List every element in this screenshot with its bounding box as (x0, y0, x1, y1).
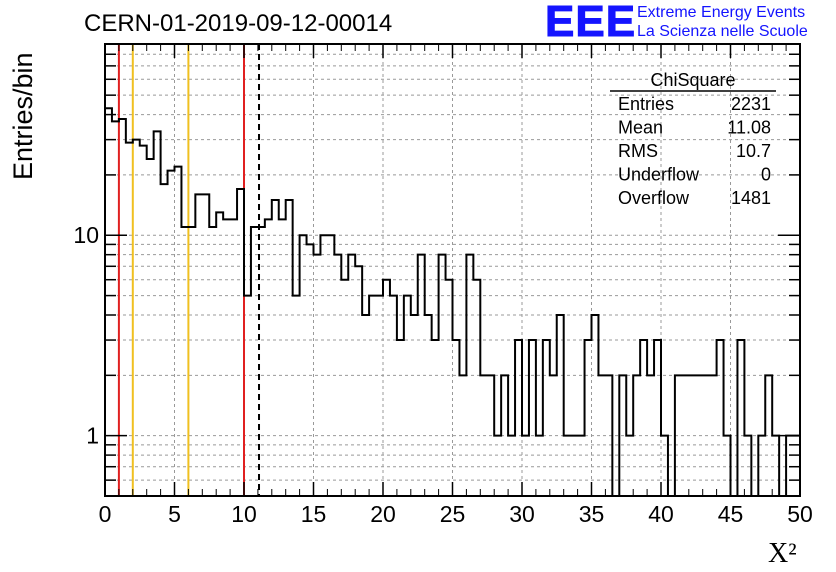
plot-title: CERN-01-2019-09-12-00014 (84, 10, 393, 37)
logo-line-1: Extreme Energy Events (637, 4, 806, 21)
reference-lines (117, 44, 261, 496)
x-tick-label: 25 (440, 501, 466, 527)
y-tick-label: 10 (73, 222, 99, 248)
stats-row-value: 2231 (731, 94, 771, 114)
x-tick-label: 45 (718, 501, 744, 527)
tick-labels: 0 5 10 15 20 25 30 35 40 45 50 1 10 (73, 222, 812, 527)
x-tick-label: 10 (231, 501, 257, 527)
logo-mark: EEE (544, 0, 637, 47)
x-tick-label: 15 (301, 501, 327, 527)
axis-ticks (104, 43, 801, 497)
x-axis-label: X² (768, 538, 797, 569)
grid (105, 43, 800, 497)
y-tick-label: 1 (86, 423, 99, 449)
stats-row-value: 10.7 (736, 141, 771, 161)
stats-row-label: Mean (618, 118, 663, 138)
stats-row-label: RMS (618, 141, 658, 161)
stats-row-label: Underflow (618, 165, 700, 185)
x-tick-label: 35 (579, 501, 605, 527)
stats-row-value: 11.08 (727, 118, 771, 138)
x-tick-label: 30 (509, 501, 535, 527)
stats-row-value: 0 (761, 165, 771, 185)
stats-rows: Entries 2231 Mean 11.08 RMS 10.7 Underflow 0 Ove… (618, 94, 771, 208)
stats-box: ChiSquare Entries 2231 Mean 11.08 RMS 10.7 Und… (610, 70, 776, 208)
stats-row-label: Overflow (618, 188, 690, 208)
x-tick-label: 50 (787, 501, 813, 527)
stats-row-label: Entries (618, 94, 674, 114)
x-tick-label: 20 (370, 501, 396, 527)
x-tick-label: 0 (99, 501, 112, 527)
logo-line-2: La Scienza nelle Scuole (637, 23, 808, 40)
eee-logo: EEE Extreme Energy Events La Scienza nel… (544, 0, 835, 47)
x-tick-label: 40 (648, 501, 674, 527)
histogram-line (105, 107, 800, 496)
stats-row-value: 1481 (731, 188, 771, 208)
x-tick-label: 5 (168, 501, 181, 527)
stats-title: ChiSquare (650, 70, 735, 90)
